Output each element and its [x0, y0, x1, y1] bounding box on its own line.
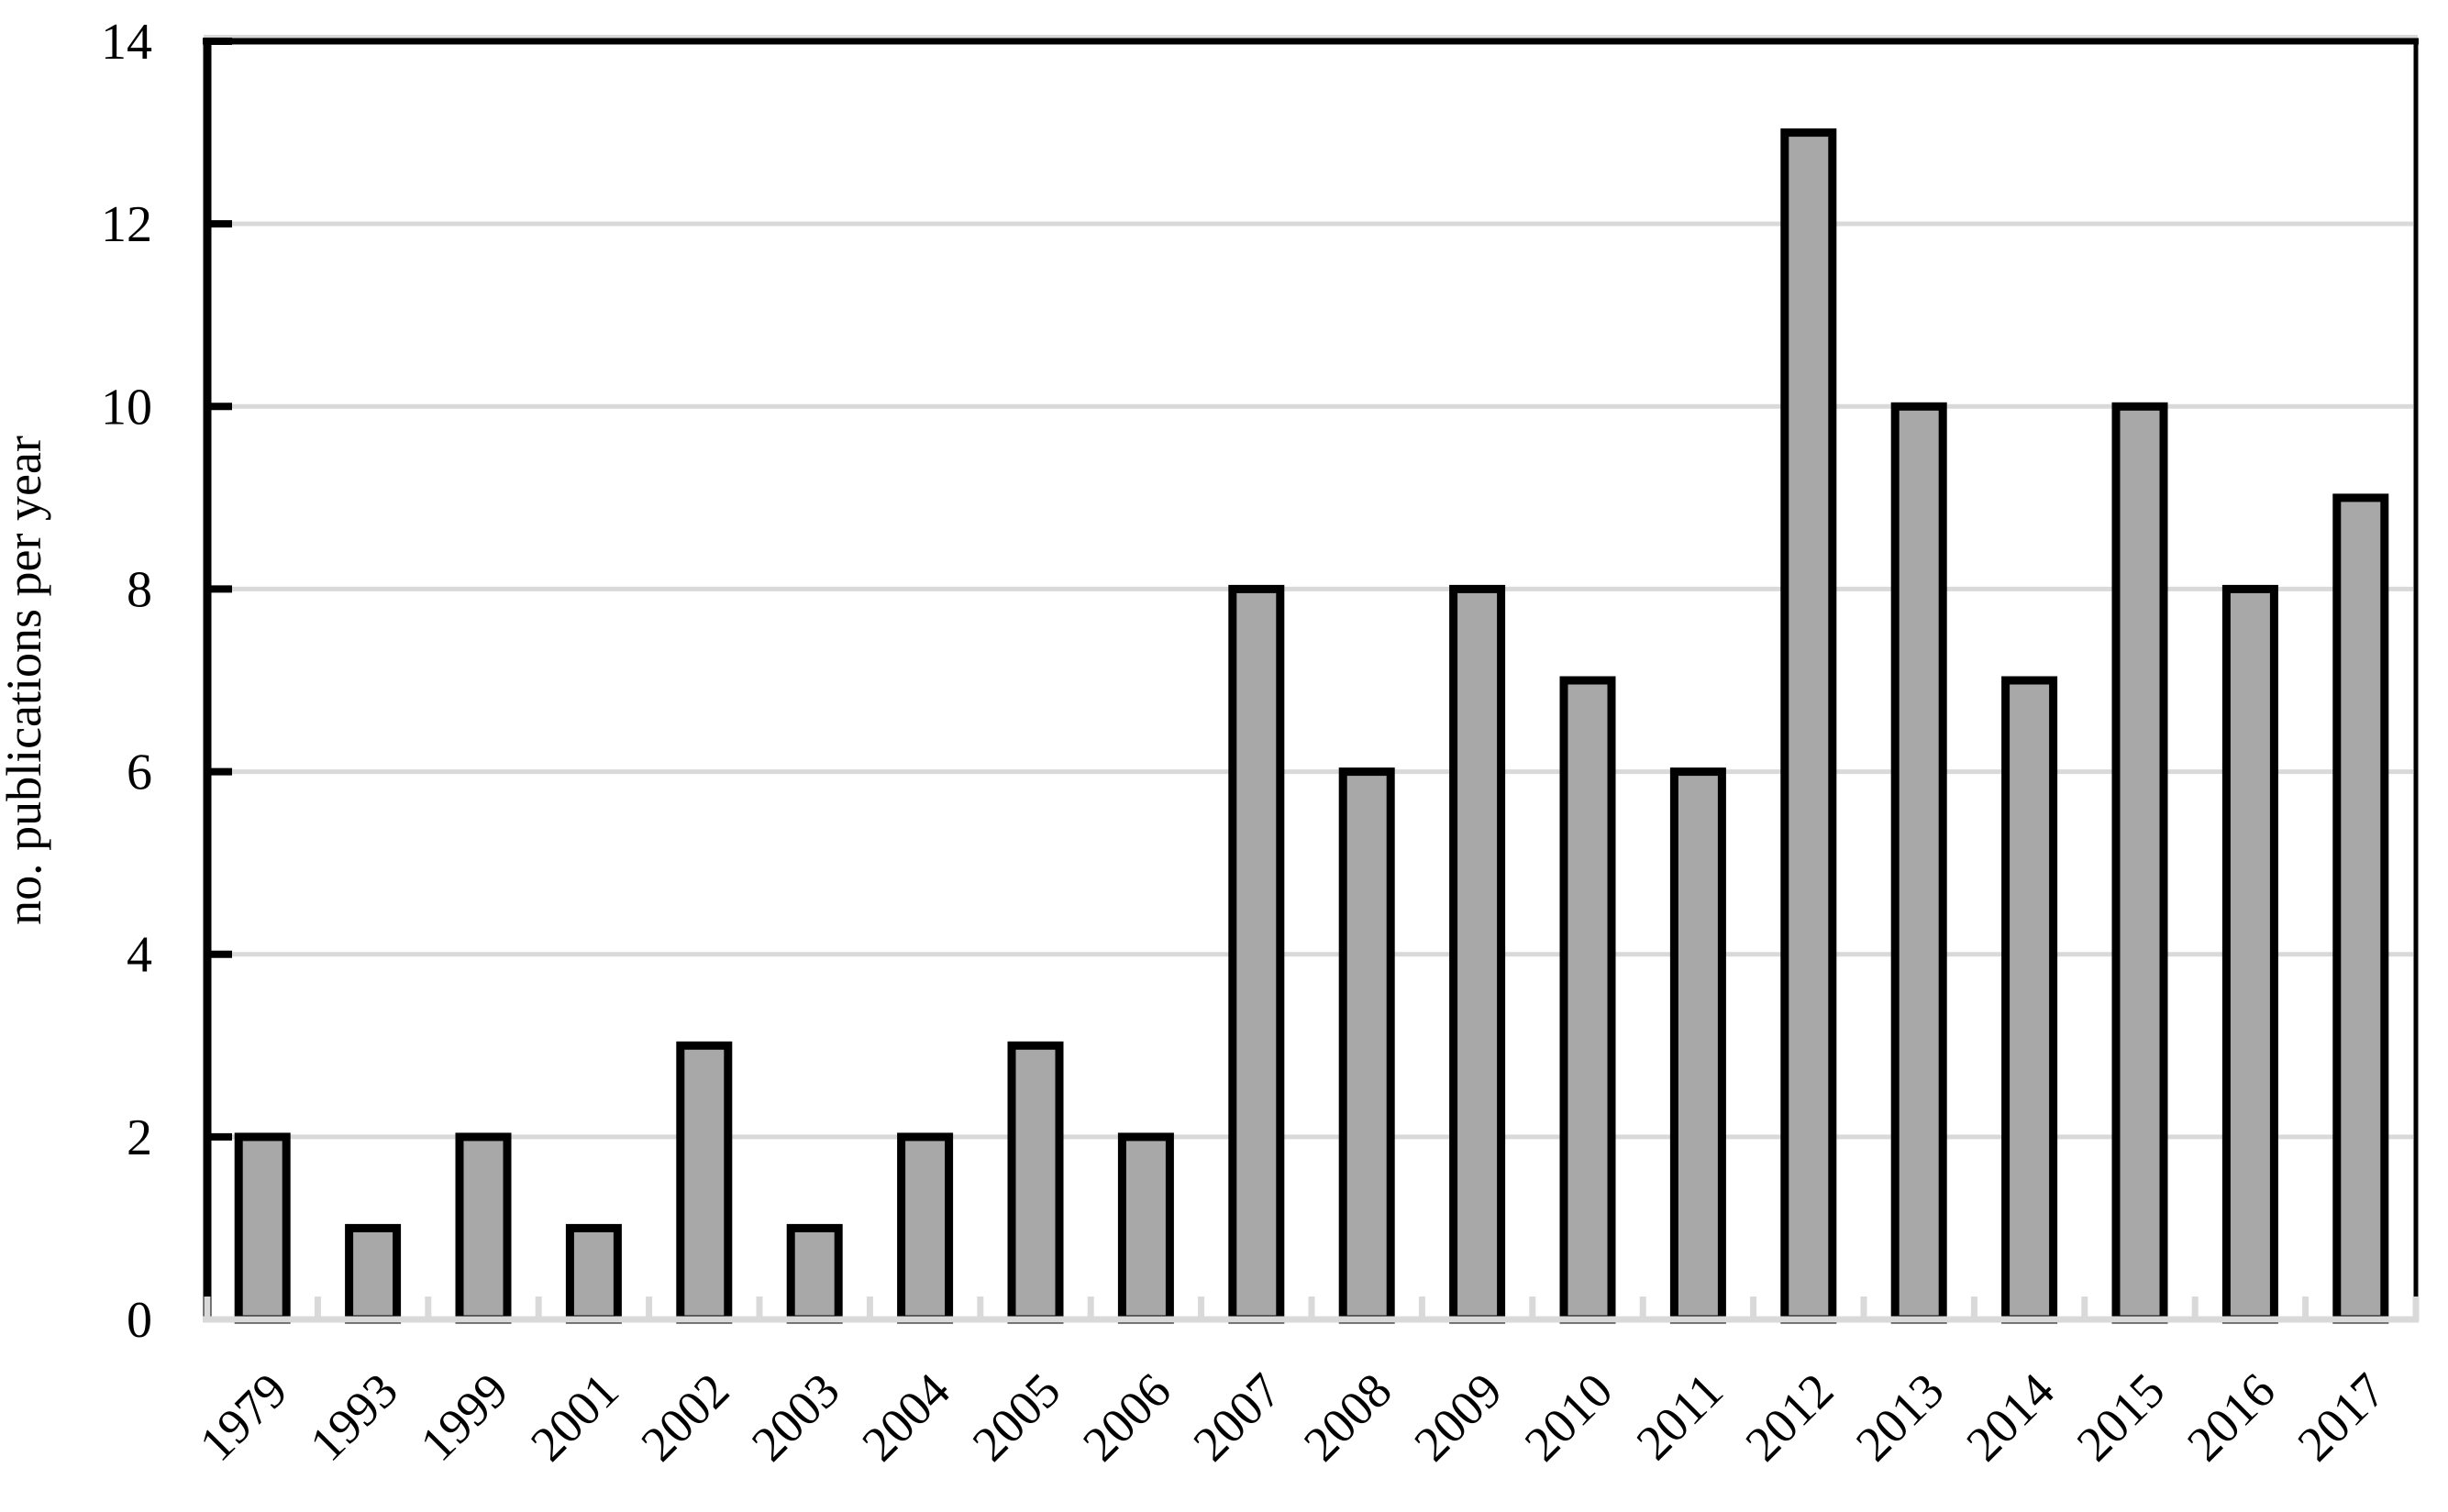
bar-2014	[2001, 676, 2058, 1324]
bar-2006	[1117, 1132, 1174, 1324]
y-axis-title: no. publications per year	[0, 436, 51, 925]
y-tick-label-6: 6	[127, 745, 152, 801]
bar-2002	[676, 1041, 733, 1324]
bar-2007	[1228, 584, 1285, 1324]
bar-2017	[2332, 493, 2389, 1324]
bar-1979	[234, 1132, 291, 1324]
y-tick-label-8: 8	[127, 561, 152, 618]
bar-2003	[786, 1223, 843, 1324]
y-tick-label-14: 14	[101, 14, 152, 71]
bar-2005	[1007, 1041, 1064, 1324]
bar-1993	[345, 1223, 402, 1324]
bar-2013	[1890, 402, 1947, 1324]
bar-1999	[455, 1132, 512, 1324]
bar-2016	[2221, 584, 2278, 1324]
bar-2012	[1780, 128, 1837, 1324]
bar-2004	[897, 1132, 954, 1324]
y-tick-label-0: 0	[127, 1292, 152, 1349]
y-tick-label-12: 12	[101, 196, 152, 253]
bar-2008	[1338, 767, 1395, 1324]
bar-2009	[1449, 584, 1506, 1324]
y-tick-label-2: 2	[127, 1109, 152, 1166]
y-tick-label-4: 4	[127, 927, 152, 984]
bar-2001	[565, 1223, 622, 1324]
y-tick-label-10: 10	[101, 379, 152, 436]
bar-2010	[1559, 676, 1616, 1324]
bar-2011	[1669, 767, 1726, 1324]
bar-2015	[2111, 402, 2168, 1324]
